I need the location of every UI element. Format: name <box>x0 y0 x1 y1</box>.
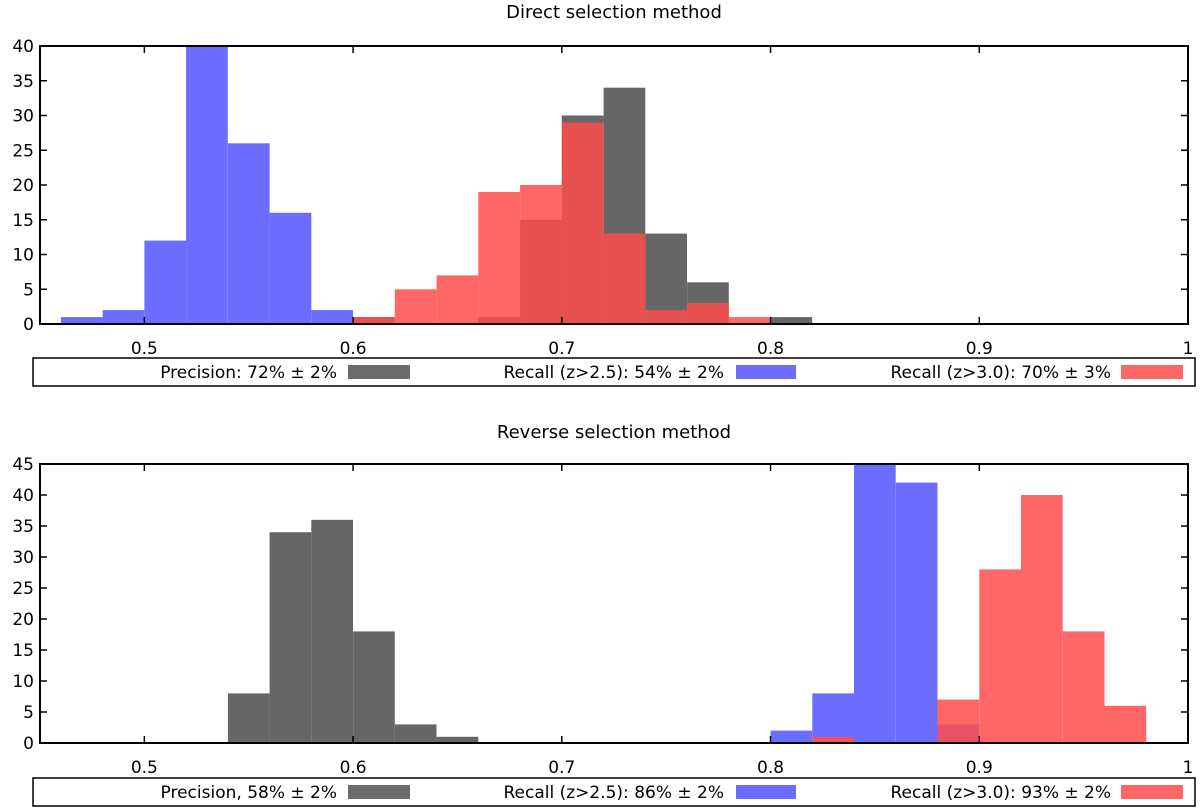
y-tick-label: 10 <box>12 246 34 266</box>
y-tick-label: 40 <box>12 486 34 506</box>
legend: Precision: 72% ± 2% Recall (z>2.5): 54% … <box>32 357 1196 387</box>
y-tick-label: 15 <box>12 641 34 661</box>
histogram-bars <box>60 46 813 325</box>
y-tick-label: 20 <box>12 610 34 630</box>
y-tick-label: 40 <box>12 37 34 57</box>
x-tick-label: 0.5 <box>131 758 158 778</box>
x-tick-label: 0.6 <box>340 758 367 778</box>
legend-box <box>32 777 1196 807</box>
bar-recall-z30 <box>937 699 980 743</box>
legend-label-recall-z30: Recall (z>3.0): 70% ± 3% <box>890 363 1111 383</box>
x-axis: 0.5 0.6 0.7 0.8 0.9 1 <box>131 464 1194 778</box>
bar-recall-z25 <box>854 464 896 743</box>
bar-recall-z25 <box>812 693 854 743</box>
legend-swatch-recall-z30 <box>1121 785 1183 799</box>
y-tick-label: 35 <box>12 72 34 92</box>
chart-title: Reverse selection method <box>497 422 731 443</box>
y-tick-label: 35 <box>12 517 34 537</box>
x-tick-label: 0.9 <box>966 339 993 359</box>
plot-frame <box>39 463 1189 744</box>
y-tick-label: 25 <box>12 141 34 161</box>
bar-recall-z25 <box>311 310 353 324</box>
legend-label-recall-z25: Recall (z>2.5): 86% ± 2% <box>503 783 724 803</box>
legend-label-recall-z30: Recall (z>3.0): 93% ± 2% <box>890 783 1111 803</box>
bar-recall-z30 <box>645 310 687 324</box>
bar-precision <box>311 519 353 743</box>
histogram-bars <box>227 464 1147 743</box>
bar-recall-z30 <box>520 185 562 324</box>
y-tick-label: 20 <box>12 176 34 196</box>
bar-recall-z25 <box>770 730 813 743</box>
bar-recall-z30 <box>812 736 854 743</box>
legend-box <box>32 357 1196 387</box>
bar-precision <box>269 532 312 743</box>
legend: Precision, 58% ± 2% Recall (z>2.5): 86% … <box>32 777 1196 807</box>
x-axis: 0.5 0.6 0.7 0.8 0.9 1 <box>131 46 1194 359</box>
bar-recall-z30 <box>1021 495 1063 743</box>
bar-recall-z30 <box>979 569 1021 743</box>
bar-recall-z30 <box>436 275 479 324</box>
x-tick-label: 0.7 <box>548 339 575 359</box>
direct-selection-panel: Direct selection method 0.5 0.6 0.7 0.8 0.9 1… <box>12 2 1196 387</box>
y-tick-label: 5 <box>23 280 34 300</box>
bar-recall-z30 <box>478 192 520 324</box>
y-tick-label: 30 <box>12 107 34 127</box>
legend-label-recall-z25: Recall (z>2.5): 54% ± 2% <box>503 363 724 383</box>
bar-recall-z30 <box>728 317 771 324</box>
bar-precision <box>436 736 479 743</box>
chart-title: Direct selection method <box>506 2 722 23</box>
legend-swatch-recall-z25 <box>736 365 796 379</box>
legend-swatch-precision <box>348 365 410 379</box>
x-tick-label: 0.5 <box>131 339 158 359</box>
bar-precision <box>353 631 395 743</box>
legend-label-precision: Precision: 72% ± 2% <box>160 363 337 383</box>
y-tick-label: 10 <box>12 672 34 692</box>
bar-recall-z25 <box>186 46 228 324</box>
y-tick-label: 5 <box>23 703 34 723</box>
y-axis: 0 5 10 15 20 25 30 35 40 <box>12 37 1188 335</box>
bar-recall-z30 <box>353 317 395 324</box>
bar-recall-z25 <box>144 240 187 324</box>
legend-swatch-precision <box>348 785 410 799</box>
bar-recall-z25 <box>102 310 145 324</box>
bar-precision <box>645 233 687 324</box>
bar-recall-z25 <box>269 212 312 324</box>
bar-recall-z30 <box>394 289 437 325</box>
x-tick-label: 1 <box>1183 758 1194 778</box>
bar-precision <box>227 693 270 743</box>
bar-recall-z30 <box>1062 631 1105 743</box>
legend-label-precision: Precision, 58% ± 2% <box>161 783 337 803</box>
y-tick-label: 0 <box>23 315 34 335</box>
y-tick-label: 30 <box>12 548 34 568</box>
y-tick-label: 45 <box>12 455 34 475</box>
bar-recall-z30 <box>561 122 604 324</box>
bar-recall-z30 <box>687 303 729 324</box>
reverse-selection-panel: Reverse selection method 0.5 0.6 0.7 0.8 0.9… <box>12 422 1196 807</box>
bar-precision <box>770 317 813 324</box>
y-tick-label: 0 <box>23 734 34 754</box>
x-tick-label: 0.8 <box>757 758 784 778</box>
x-tick-label: 0.9 <box>966 758 993 778</box>
y-tick-label: 25 <box>12 579 34 599</box>
bar-recall-z25 <box>60 317 103 324</box>
legend-swatch-recall-z30 <box>1121 365 1183 379</box>
bar-precision <box>394 724 437 743</box>
y-axis: 0 5 10 15 20 25 30 35 40 45 <box>12 455 1188 754</box>
x-tick-label: 0.6 <box>340 339 367 359</box>
bar-recall-z30 <box>603 233 646 324</box>
x-tick-label: 0.8 <box>757 339 784 359</box>
legend-swatch-recall-z25 <box>736 785 796 799</box>
x-tick-label: 0.7 <box>548 758 575 778</box>
bar-recall-z30 <box>1104 705 1147 743</box>
x-tick-label: 1 <box>1183 339 1194 359</box>
bar-recall-z25 <box>895 482 938 743</box>
y-tick-label: 15 <box>12 211 34 231</box>
bar-recall-z25 <box>227 143 270 324</box>
